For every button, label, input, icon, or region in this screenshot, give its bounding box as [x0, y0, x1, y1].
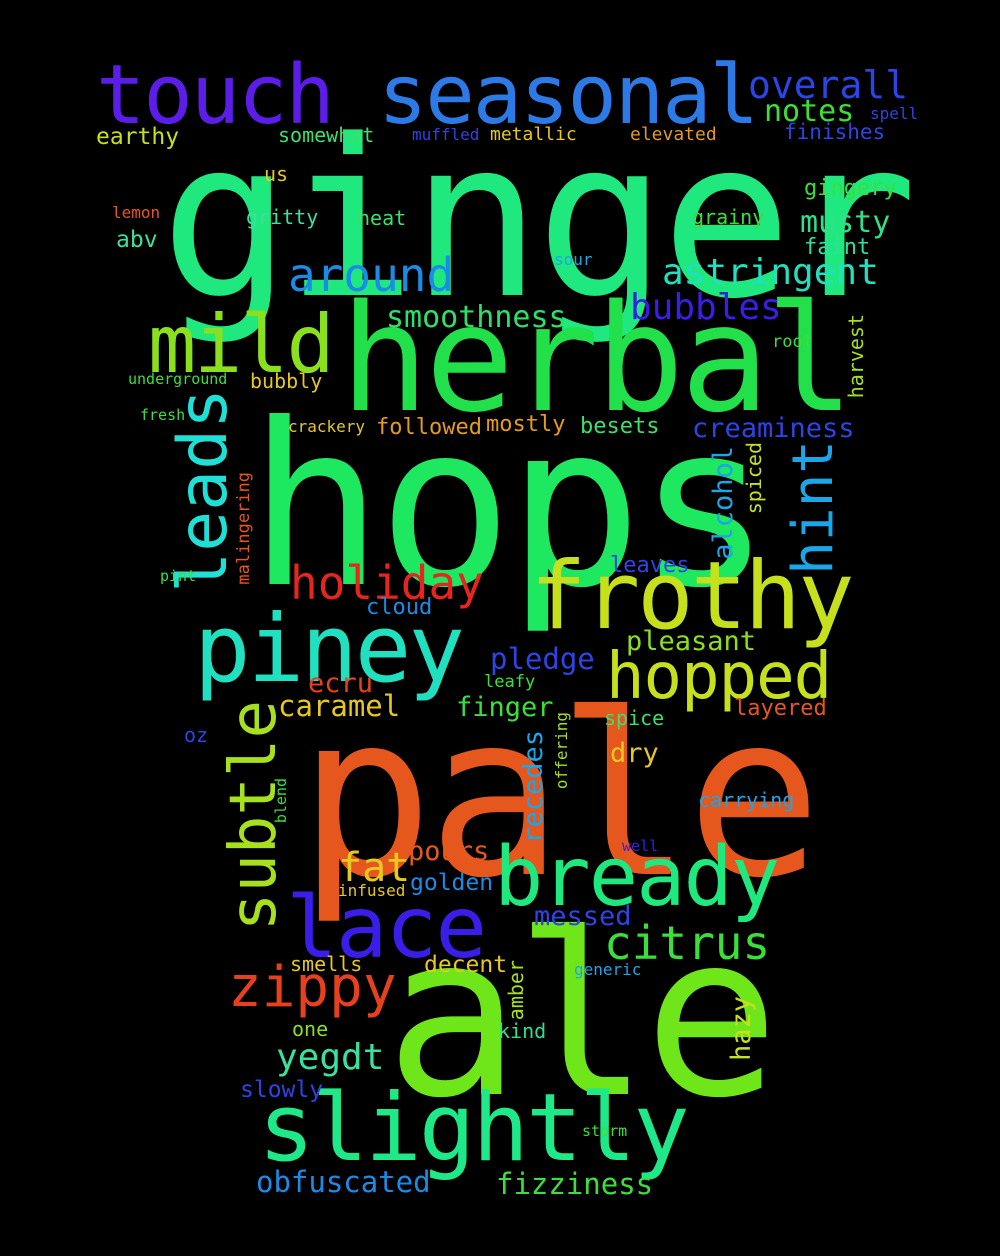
word-sour: sour: [554, 250, 593, 269]
word-besets: besets: [580, 414, 660, 439]
word-bready: bready: [494, 830, 780, 925]
word-lemon: lemon: [112, 203, 161, 222]
word-pours: pours: [408, 836, 490, 867]
word-grainy: grainy: [692, 205, 765, 229]
word-hazy: hazy: [726, 996, 757, 1062]
word-around: around: [288, 248, 455, 302]
word-touch: touch: [96, 48, 335, 143]
word-spiced: spiced: [742, 442, 766, 515]
word-astringent: astringent: [662, 252, 879, 293]
word-carrying: carrying: [698, 788, 795, 812]
word-one: one: [292, 1017, 329, 1041]
word-layered: layered: [734, 696, 827, 721]
word-spice: spice: [604, 706, 665, 730]
word-finishes: finishes: [784, 120, 886, 144]
word-fresh: fresh: [140, 406, 186, 424]
word-well: well: [622, 837, 659, 855]
word-mostly: mostly: [486, 412, 566, 437]
word-frothy: frothy: [530, 542, 855, 651]
word-overall: overall: [748, 63, 909, 107]
word-root: root: [772, 332, 813, 352]
word-caramel: caramel: [278, 689, 401, 723]
word-offering: offering: [552, 712, 571, 790]
word-slightly: slightly: [258, 1074, 690, 1183]
word-pleasant: pleasant: [626, 626, 757, 657]
word-hopped: hopped: [606, 640, 832, 714]
word-hint: hint: [781, 440, 846, 575]
word-citrus: citrus: [604, 916, 771, 970]
word-musty: musty: [800, 205, 891, 240]
word-faint: faint: [804, 235, 871, 260]
word-metallic: metallic: [490, 124, 577, 145]
word-somewhat: somewhat: [278, 123, 375, 147]
word-pale: pale: [298, 666, 822, 928]
word-slowly: slowly: [240, 1077, 324, 1103]
word-ale: ale: [385, 886, 779, 1148]
word-oz: oz: [184, 723, 209, 747]
word-generic: generic: [574, 960, 642, 979]
word-holiday: holiday: [290, 556, 484, 610]
word-pledge: pledge: [490, 642, 595, 676]
word-ecru: ecru: [308, 668, 374, 699]
word-cloud: cloud: [366, 595, 433, 620]
word-obfuscated: obfuscated: [256, 1165, 431, 1199]
word-zippy: zippy: [228, 955, 397, 1020]
word-us: us: [264, 162, 289, 186]
word-infused: infused: [338, 881, 406, 900]
word-smells: smells: [290, 952, 363, 976]
word-kind: kind: [498, 1019, 547, 1043]
word-crackery: crackery: [288, 417, 366, 436]
word-creaminess: creaminess: [692, 413, 855, 444]
word-pint: pint: [160, 567, 197, 585]
word-harvest: harvest: [844, 314, 868, 399]
word-dry: dry: [610, 738, 659, 769]
word-underground: underground: [128, 370, 228, 388]
word-muffled: muffled: [412, 125, 480, 144]
word-followed: followed: [376, 415, 482, 440]
word-hops: hops: [248, 376, 772, 638]
word-smoothness: smoothness: [386, 300, 567, 335]
word-earthy: earthy: [96, 124, 180, 150]
word-decent: decent: [424, 952, 508, 978]
word-notes: notes: [764, 94, 855, 129]
word-heat: heat: [358, 206, 407, 230]
word-alcohol: alcohol: [708, 446, 739, 560]
word-storm: storm: [582, 1122, 628, 1140]
word-spell: spell: [870, 104, 919, 123]
word-gritty: gritty: [246, 205, 319, 229]
word-seasonal: seasonal: [378, 48, 759, 143]
word-yegdt: yegdt: [276, 1037, 385, 1078]
word-fat: fat: [338, 845, 411, 891]
word-ginger: ginger: [160, 94, 917, 347]
word-herbal: herbal: [340, 273, 855, 445]
word-blend: blend: [272, 778, 290, 824]
word-fizziness: fizziness: [496, 1167, 654, 1201]
word-gingery: gingery: [804, 176, 897, 201]
word-piney: piney: [194, 595, 465, 704]
word-leafy: leafy: [484, 672, 536, 692]
word-lace: lace: [286, 878, 487, 978]
word-abv: abv: [116, 227, 158, 253]
word-bubbles: bubbles: [630, 287, 782, 328]
word-elevated: elevated: [630, 124, 717, 145]
word-finger: finger: [456, 692, 554, 723]
word-bubbly: bubbly: [250, 369, 323, 393]
word-leaves: leaves: [610, 553, 690, 578]
word-recedes: recedes: [518, 730, 549, 844]
word-amber: amber: [504, 960, 528, 1021]
word-mild: mild: [148, 298, 335, 391]
word-golden: golden: [410, 870, 494, 896]
word-malingering: malingering: [234, 472, 254, 585]
word-messed: messed: [534, 901, 632, 932]
